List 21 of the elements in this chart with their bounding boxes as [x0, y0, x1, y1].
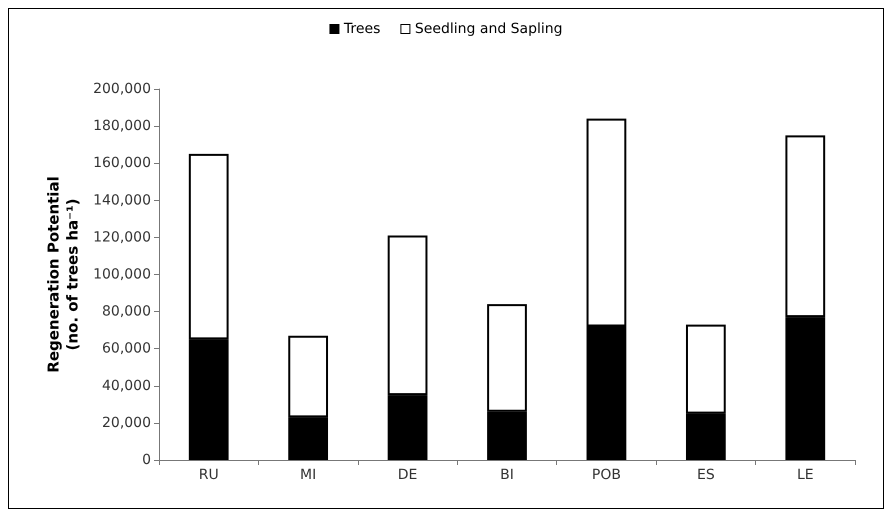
- y-tick-label: 20,000: [102, 414, 151, 431]
- y-tick-label: 200,000: [93, 81, 151, 97]
- y-tick-label: 100,000: [93, 266, 151, 282]
- x-tick-label: LE: [796, 467, 814, 483]
- x-tick-label: RU: [198, 467, 219, 483]
- y-axis-title: Regeneration Potential (no. of trees ha⁻¹): [44, 176, 82, 373]
- y-tick-label: 120,000: [93, 229, 151, 246]
- x-tick-label: DE: [398, 467, 418, 483]
- y-tick-label: 60,000: [102, 340, 151, 357]
- y-tick-label: 160,000: [93, 155, 151, 172]
- y-tick-label: 80,000: [102, 304, 151, 320]
- y-tick-label: 180,000: [93, 118, 151, 134]
- x-tick-label: BI: [500, 467, 514, 483]
- legend-label: Trees: [342, 21, 380, 37]
- y-tick-label: 140,000: [93, 192, 151, 208]
- x-tick-label: MI: [300, 467, 316, 483]
- y-tick-label: 0: [142, 452, 151, 468]
- x-tick-label: POB: [592, 467, 621, 483]
- legend-label: Seedling and Sapling: [414, 21, 563, 37]
- y-tick-label: 40,000: [102, 378, 151, 394]
- x-tick-label: ES: [696, 467, 715, 483]
